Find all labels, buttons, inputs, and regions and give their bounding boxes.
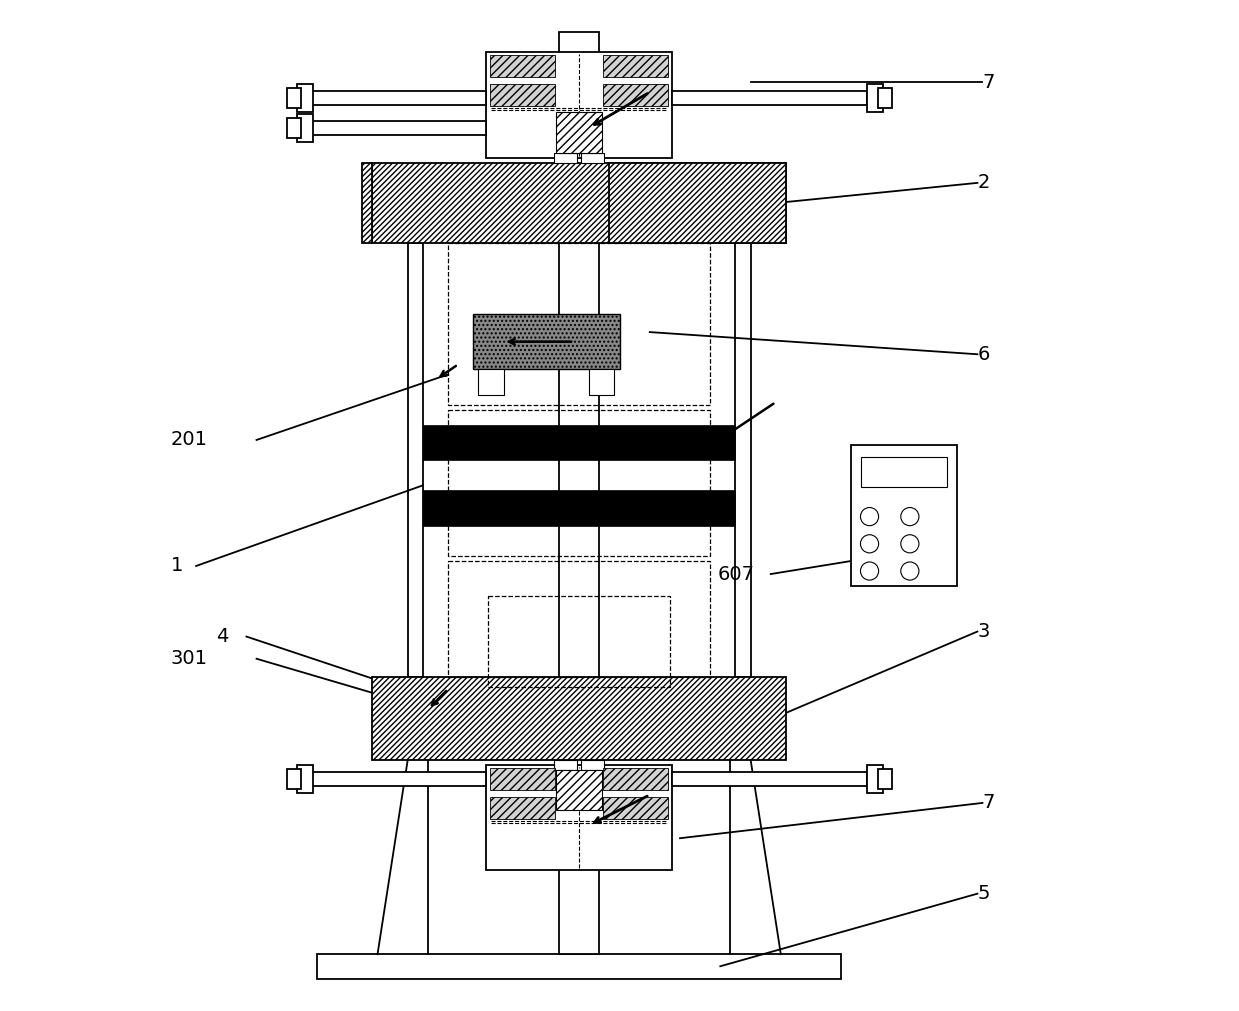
Bar <box>877 88 892 108</box>
Bar <box>731 244 751 677</box>
Bar <box>312 121 486 135</box>
Bar <box>489 84 555 106</box>
Text: 607: 607 <box>717 564 755 583</box>
Bar <box>312 91 486 105</box>
Bar <box>556 112 602 153</box>
Bar <box>362 163 373 244</box>
Bar <box>673 91 866 105</box>
Text: 1: 1 <box>171 556 183 575</box>
Bar <box>603 767 668 790</box>
Bar <box>486 52 673 158</box>
Text: 4: 4 <box>217 627 228 646</box>
Bar <box>489 55 555 77</box>
Bar <box>581 153 605 163</box>
Bar <box>422 228 736 702</box>
Bar <box>297 114 313 143</box>
Text: 6: 6 <box>978 345 990 364</box>
Bar <box>286 768 301 789</box>
Bar <box>489 797 555 819</box>
Text: 7: 7 <box>983 73 995 92</box>
Text: 201: 201 <box>171 431 208 450</box>
Bar <box>877 768 892 789</box>
Bar <box>422 490 736 526</box>
Bar <box>610 163 786 244</box>
Bar <box>590 369 615 394</box>
Bar <box>473 314 620 369</box>
Bar <box>286 88 301 108</box>
Bar <box>312 771 486 786</box>
Bar <box>603 84 668 106</box>
Bar <box>286 118 301 139</box>
Bar <box>866 84 882 112</box>
Bar <box>422 425 736 460</box>
Bar <box>603 55 668 77</box>
Bar <box>408 244 427 677</box>
Bar <box>317 954 841 980</box>
Bar <box>373 163 786 244</box>
Bar <box>581 759 605 769</box>
Bar <box>866 764 882 793</box>
Text: 2: 2 <box>978 173 990 192</box>
Bar <box>603 797 668 819</box>
Bar <box>486 764 673 870</box>
Bar <box>673 771 866 786</box>
Bar <box>297 84 313 112</box>
Bar <box>861 457 947 487</box>
Bar <box>297 764 313 793</box>
Bar <box>554 153 577 163</box>
Text: 5: 5 <box>978 885 990 903</box>
Bar <box>373 677 786 759</box>
Bar <box>851 445 958 586</box>
Bar <box>554 759 577 769</box>
Bar <box>478 369 503 394</box>
Text: 3: 3 <box>978 622 990 641</box>
Text: 301: 301 <box>171 649 208 668</box>
Bar <box>489 767 555 790</box>
Bar <box>556 769 602 810</box>
Text: 7: 7 <box>983 794 995 813</box>
Bar <box>559 31 600 954</box>
